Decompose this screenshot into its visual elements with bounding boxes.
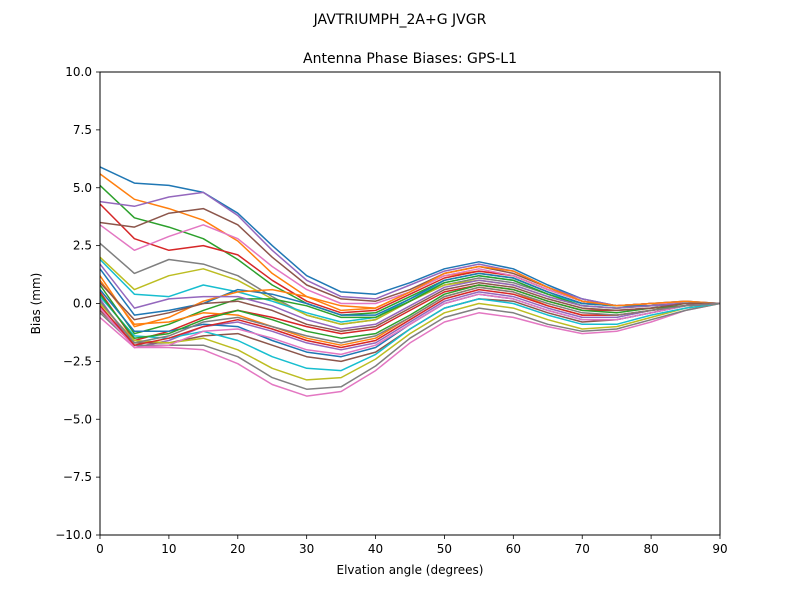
y-tick-label: 0.0 [73,297,92,311]
x-tick-label: 70 [575,542,590,556]
x-tick-label: 30 [299,542,314,556]
y-axis-ticks: −10.0 −7.5 −5.0 −2.5 0.0 2.5 5.0 7.5 10.0 [55,65,100,542]
series-line-18 [99,302,721,390]
y-tick-label: −2.5 [63,354,92,368]
y-tick-label: −5.0 [63,412,92,426]
y-axis-label: Bias (mm) [29,273,43,335]
x-axis-label: Elvation angle (degrees) [337,563,484,577]
plot-frame [99,71,721,536]
y-tick-label: 10.0 [65,65,92,79]
y-tick-label: 2.5 [73,239,92,253]
x-tick-label: 0 [96,542,104,556]
series-line-17 [99,302,721,397]
series-line-8 [99,242,720,326]
chart-title: Antenna Phase Biases: GPS-L1 [303,51,517,67]
y-tick-label: −7.5 [63,470,92,484]
figure-suptitle: JAVTRIUMPH_2A+G JVGR [313,12,487,28]
x-tick-label: 20 [230,542,245,556]
series-line-23 [99,284,721,339]
y-tick-label: 5.0 [73,181,92,195]
x-tick-label: 40 [368,542,383,556]
x-tick-label: 90 [712,542,727,556]
series-line-14 [99,284,721,342]
x-tick-label: 50 [437,542,452,556]
series-line-27 [99,293,721,356]
series-line-12 [99,265,721,328]
series-line-3 [99,184,720,316]
series-line-25 [99,263,720,330]
series-line-19 [99,302,721,381]
x-tick-label: 60 [506,542,521,556]
series-line-26 [99,281,720,333]
series-line-10 [99,258,720,323]
y-tick-label: −10.0 [55,528,92,542]
series-layer [99,166,721,397]
x-tick-label: 10 [161,542,176,556]
x-tick-label: 80 [643,542,658,556]
y-tick-label: 7.5 [73,123,92,137]
x-axis-ticks: 0 10 20 30 40 50 60 70 80 90 [96,535,728,556]
series-line-28 [99,286,721,344]
